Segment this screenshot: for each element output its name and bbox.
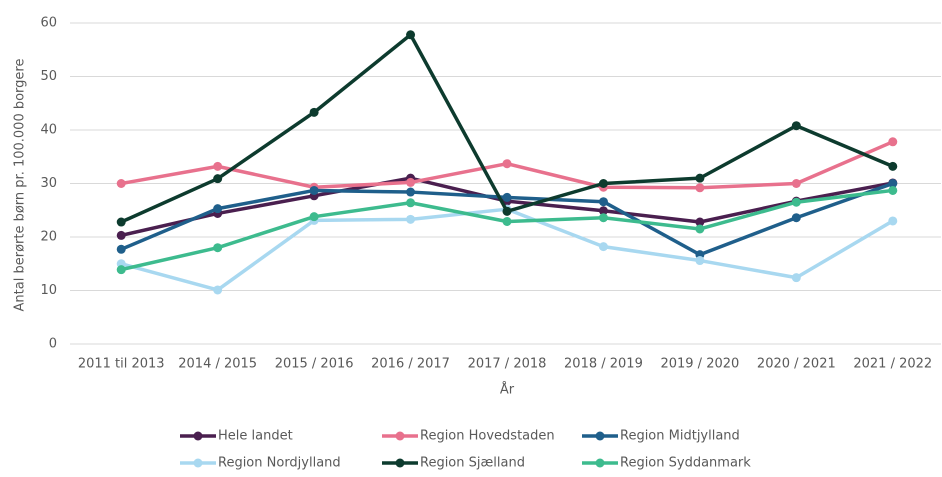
legend-label: Hele landet: [218, 429, 293, 444]
data-point: [213, 204, 223, 214]
data-point: [791, 273, 801, 283]
data-point: [502, 159, 512, 169]
data-point: [695, 256, 705, 266]
legend-marker: [595, 458, 605, 468]
data-point: [213, 243, 223, 253]
data-point: [695, 173, 705, 183]
y-tick-label: 60: [40, 16, 57, 31]
data-point: [406, 187, 416, 197]
data-point: [888, 137, 898, 147]
data-point: [888, 185, 898, 195]
data-point: [888, 179, 898, 188]
data-point: [502, 206, 512, 216]
data-point: [116, 230, 126, 240]
data-point: [791, 179, 801, 188]
data-point: [116, 179, 126, 188]
legend-marker: [395, 431, 405, 441]
data-point: [695, 224, 705, 234]
data-point: [116, 244, 126, 254]
x-tick-label: 2020 / 2021: [757, 357, 836, 372]
legend-label: Region Nordjylland: [218, 456, 341, 471]
legend-label: Region Midtjylland: [620, 429, 740, 444]
data-point: [791, 121, 801, 131]
legend-marker: [193, 431, 203, 441]
data-point: [213, 161, 223, 171]
data-point: [598, 179, 608, 188]
y-tick-label: 10: [40, 283, 57, 298]
data-point: [116, 265, 126, 275]
x-tick-label: 2021 / 2022: [853, 357, 932, 372]
data-point: [695, 217, 705, 227]
y-tick-label: 30: [40, 176, 57, 191]
y-tick-label: 50: [40, 69, 57, 84]
legend-label: Region Syddanmark: [620, 456, 751, 471]
data-point: [888, 161, 898, 171]
data-point: [502, 216, 512, 226]
data-point: [309, 185, 319, 195]
x-tick-label: 2019 / 2020: [660, 357, 739, 372]
x-tick-label: 2015 / 2016: [275, 357, 354, 372]
data-point: [406, 177, 416, 187]
y-tick-label: 40: [40, 123, 57, 138]
data-point: [213, 174, 223, 184]
y-tick-label: 20: [40, 230, 57, 245]
data-point: [309, 107, 319, 117]
data-point: [598, 197, 608, 207]
x-tick-label: 2016 / 2017: [371, 357, 450, 372]
data-point: [791, 213, 801, 223]
y-axis-title: Antal berørte børn pr. 100.000 borgere: [13, 59, 28, 312]
legend-label: Region Hovedstaden: [420, 429, 555, 444]
data-point: [888, 216, 898, 226]
data-point: [213, 285, 223, 295]
data-point: [116, 217, 126, 227]
data-point: [598, 206, 608, 216]
legend-marker: [395, 458, 405, 468]
x-tick-label: 2018 / 2019: [564, 357, 643, 372]
data-point: [309, 212, 319, 222]
data-point: [406, 30, 416, 40]
data-point: [695, 183, 705, 193]
x-tick-label: 2017 / 2018: [468, 357, 547, 372]
x-axis-title: År: [500, 382, 515, 398]
legend-label: Region Sjælland: [420, 456, 525, 471]
x-tick-label: 2011 til 2013: [78, 357, 165, 372]
data-point: [406, 214, 416, 224]
data-point: [502, 192, 512, 202]
data-point: [406, 198, 416, 208]
data-point: [598, 242, 608, 252]
data-point: [791, 197, 801, 207]
y-tick-label: 0: [49, 337, 57, 352]
legend-marker: [193, 458, 203, 468]
data-point: [598, 213, 608, 223]
legend-marker: [595, 431, 605, 441]
x-tick-label: 2014 / 2015: [178, 357, 257, 372]
